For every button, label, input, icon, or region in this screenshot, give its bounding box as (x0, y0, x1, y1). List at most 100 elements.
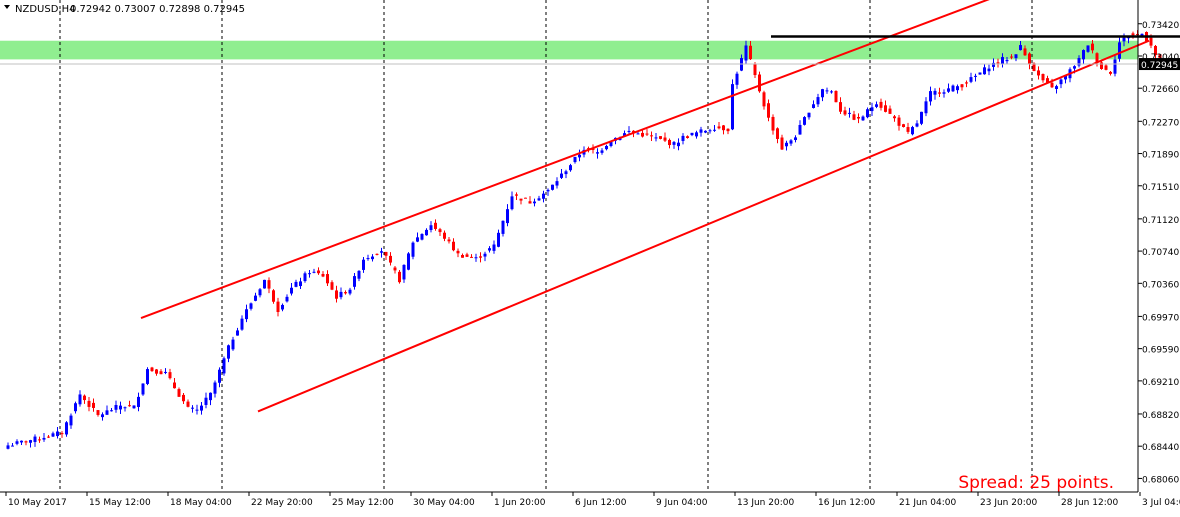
candle-body (461, 255, 464, 258)
candle-body (834, 91, 838, 103)
candle-body (101, 414, 104, 418)
candle-body (636, 133, 640, 135)
candle-body (1109, 71, 1112, 74)
candle-body (825, 90, 829, 92)
candle-body (488, 248, 491, 251)
candle-body (51, 433, 55, 437)
candle-body (254, 295, 257, 301)
candle-body (843, 110, 847, 115)
candle-body (438, 229, 442, 233)
candle-body (992, 62, 995, 67)
candle-body (299, 281, 302, 287)
candle-body (119, 405, 122, 410)
candle-body (560, 173, 563, 178)
candle-body (380, 251, 383, 253)
candle-body (929, 91, 932, 102)
candle-body (870, 107, 874, 112)
candle-body (1091, 43, 1094, 51)
candle-body (735, 73, 739, 85)
candle-body (659, 136, 662, 139)
candle-body (416, 237, 419, 242)
candle-body (699, 129, 703, 133)
candle-body (762, 92, 766, 107)
candle-body (1055, 86, 1058, 90)
candle-body (497, 232, 500, 247)
candle-body (159, 371, 163, 375)
candle-body (186, 401, 190, 407)
chart-header-title: NZDUSD,H4 (15, 4, 75, 15)
y-tick-label: 0.71120 (1142, 216, 1179, 226)
support-resistance-zone (0, 40, 1138, 60)
candle-body (924, 101, 928, 114)
candle-body (1041, 73, 1045, 81)
candle-body (771, 116, 775, 131)
candle-body (731, 84, 734, 130)
candle-body (780, 137, 784, 150)
candle-body (326, 274, 329, 284)
channel-upper-line[interactable] (140, 0, 1032, 320)
y-tick-label: 0.68060 (1142, 475, 1179, 485)
candle-body (623, 133, 626, 137)
candle-body (564, 171, 568, 175)
candle-body (533, 201, 536, 204)
candle-body (249, 303, 253, 309)
candle-body (69, 415, 73, 426)
candle-body (240, 318, 244, 330)
candle-body (767, 103, 770, 118)
candle-body (353, 276, 356, 287)
current-price-label: 0.72945 (1141, 61, 1178, 71)
candle-body (1064, 75, 1067, 80)
candle-body (479, 256, 482, 258)
candle-body (641, 132, 644, 137)
candle-body (1050, 82, 1054, 88)
candle-body (645, 133, 649, 135)
candle-body (24, 441, 28, 443)
y-tick-label: 0.68440 (1142, 443, 1179, 453)
candle-body (821, 89, 824, 98)
candle-body (213, 382, 217, 394)
candle-body (1001, 57, 1004, 64)
candle-body (11, 445, 14, 447)
candle-body (168, 372, 172, 379)
channel-lower-line[interactable] (257, 39, 1150, 413)
candle-body (456, 250, 460, 254)
candle-body (1005, 59, 1009, 62)
y-tick-label: 0.69590 (1142, 346, 1179, 356)
candle-body (236, 330, 239, 336)
candle-body (875, 104, 878, 107)
candle-body (803, 117, 806, 125)
candle-body (753, 63, 757, 76)
x-tick-label: 25 May 12:00 (332, 498, 394, 508)
candle-body (492, 244, 496, 251)
candle-body (857, 116, 860, 119)
candle-body (848, 112, 851, 114)
candle-body (668, 139, 671, 146)
candle-body (1154, 45, 1157, 56)
y-tick-label: 0.68820 (1142, 411, 1179, 421)
candle-body (555, 181, 559, 186)
x-tick-label: 15 May 12:00 (89, 498, 151, 508)
candle-body (263, 279, 266, 289)
candle-body (650, 135, 653, 137)
candle-body (200, 405, 203, 411)
candle-body (114, 405, 118, 410)
candle-body (105, 410, 109, 415)
candle-body (978, 72, 982, 75)
candle-body (960, 84, 964, 88)
candle-body (1131, 33, 1135, 36)
dropdown-arrow-icon[interactable] (4, 5, 10, 9)
candle-body (155, 369, 158, 374)
candle-body (78, 394, 82, 405)
candle-body (96, 410, 100, 415)
candle-body (690, 132, 694, 136)
candle-body (704, 130, 707, 133)
y-tick-label: 0.70740 (1142, 248, 1179, 258)
candle-body (789, 140, 793, 144)
candle-body (879, 101, 883, 108)
candle-body (1082, 50, 1085, 60)
candle-body (1122, 37, 1126, 42)
candle-body (1037, 70, 1040, 76)
candle-body (1100, 62, 1103, 69)
